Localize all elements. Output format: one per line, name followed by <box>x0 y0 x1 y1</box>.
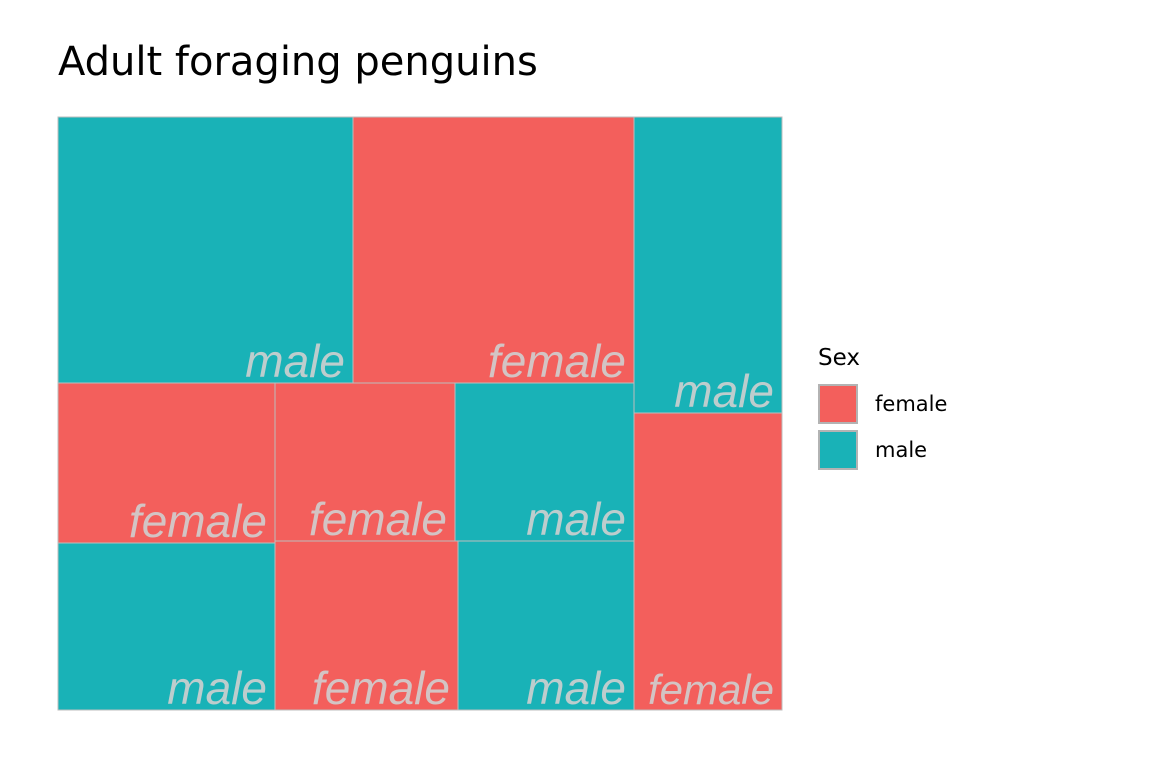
treemap-tile-label: male <box>526 493 626 545</box>
treemap-tile-male <box>633 116 783 414</box>
treemap-tile-label: female <box>648 666 774 713</box>
legend-item-male: male <box>818 427 947 473</box>
legend-swatch-male <box>818 429 858 470</box>
treemap-tile-label: male <box>526 662 626 714</box>
legend: Sex female male <box>818 345 947 473</box>
treemap-tile-female <box>274 540 459 711</box>
treemap-tile-female <box>57 382 276 544</box>
treemap-tile-label: female <box>312 662 450 714</box>
treemap-tile-male <box>57 116 354 384</box>
treemap-tile-male <box>457 540 635 711</box>
treemap-tile-male <box>454 382 635 542</box>
treemap-tile-label: male <box>674 365 774 417</box>
treemap-tile-female <box>633 412 783 711</box>
treemap-tile-female <box>352 116 635 384</box>
legend-label-female: female <box>875 391 948 416</box>
treemap-tile-label: male <box>167 662 267 714</box>
legend-title: Sex <box>818 345 860 371</box>
legend-item-female: female <box>818 381 947 427</box>
legend-label-male: male <box>875 437 928 462</box>
legend-swatch-female <box>818 383 858 424</box>
treemap-tile-label: female <box>488 335 626 387</box>
treemap-tile-label: female <box>129 495 267 547</box>
treemap-tile-label: male <box>245 335 345 387</box>
chart-title: Adult foraging penguins <box>58 39 538 85</box>
treemap-tile-label: female <box>309 493 447 545</box>
treemap-tile-male <box>57 542 276 711</box>
